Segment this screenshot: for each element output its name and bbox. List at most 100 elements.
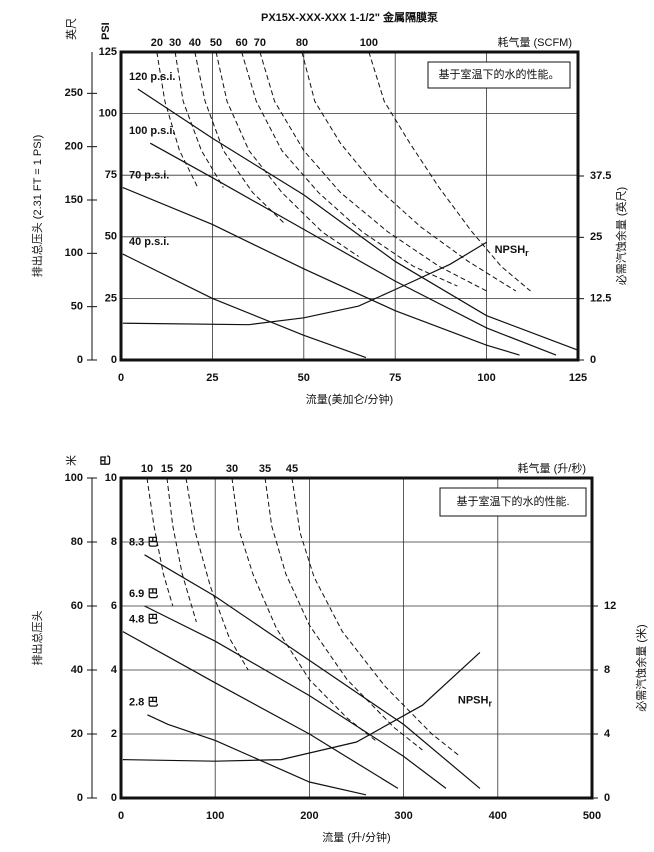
- air-label: 35: [259, 463, 271, 475]
- note: 基于室温下的水的性能.: [456, 494, 569, 508]
- y-tick-label: 50: [105, 231, 117, 243]
- outer-tick-label: 0: [77, 354, 83, 366]
- plot-frame: [119, 476, 594, 800]
- air-label: 100: [360, 37, 378, 49]
- y-tick-label: 6: [111, 600, 117, 612]
- air-curve: [264, 477, 423, 751]
- outer-tick-label: 20: [71, 728, 83, 740]
- outer-tick-label: 100: [65, 247, 83, 259]
- air-curve: [166, 477, 197, 623]
- air-label: 30: [226, 463, 238, 475]
- air-curve: [174, 51, 224, 188]
- outer-unit: 英尺: [64, 18, 78, 40]
- curve: [147, 714, 367, 796]
- y2-tick-label: 4: [604, 728, 611, 740]
- y2-axis-label: 必需汽蚀余量 (英尺): [614, 187, 628, 285]
- series-label: 40 p.s.i.: [129, 236, 169, 248]
- air-curve: [291, 477, 461, 757]
- series-label: 8.3 巴: [129, 536, 158, 549]
- air-label: 50: [210, 37, 222, 49]
- x-tick-label: 300: [394, 810, 412, 822]
- series-label-main: NPSH: [495, 244, 526, 256]
- x-axis-label: 流量 (升/分钟): [322, 830, 390, 844]
- air-curve: [146, 477, 174, 607]
- plot-frame: [119, 50, 580, 362]
- y-axis-label: 排出总压头 (2.31 FT = 1 PSI): [30, 135, 44, 278]
- y-tick-label: 100: [99, 108, 117, 120]
- outer-tick-label: 250: [65, 87, 83, 99]
- air-curve: [231, 477, 376, 741]
- y-tick-label: 125: [99, 46, 117, 58]
- y2-tick-label: 0: [590, 354, 596, 366]
- note: 基于室温下的水的性能。: [439, 67, 560, 81]
- y2-tick-label: 25: [590, 231, 602, 243]
- curve: [122, 186, 520, 356]
- x-tick-label: 75: [389, 372, 401, 384]
- series-label-sub: r: [488, 699, 492, 709]
- series-label: 4.8 巴: [129, 613, 158, 626]
- outer-tick-label: 100: [65, 472, 83, 484]
- air-label: 80: [296, 37, 308, 49]
- air-axis-label: 耗气量 (SCFM): [497, 35, 572, 49]
- y-unit: 巴: [99, 455, 112, 466]
- series-label: NPSHr: [458, 694, 493, 708]
- air-label: 20: [151, 37, 163, 49]
- y2-tick-label: 8: [604, 664, 610, 676]
- x-tick-label: 125: [569, 372, 587, 384]
- x-axis-label: 流量(美加仑/分钟): [306, 392, 393, 406]
- y-tick-label: 2: [111, 728, 117, 740]
- series-label: 2.8 巴: [129, 696, 158, 709]
- x-tick-label: 200: [300, 810, 318, 822]
- note-box: [427, 61, 571, 89]
- y-axis-label: 排出总压头: [30, 611, 44, 666]
- x-tick-label: 25: [206, 372, 218, 384]
- air-curve: [185, 477, 249, 671]
- outer-tick-label: 0: [77, 792, 83, 804]
- outer-tick-label: 200: [65, 141, 83, 153]
- air-label: 10: [141, 463, 153, 475]
- air-curve: [301, 51, 517, 292]
- air-label: 15: [161, 463, 173, 475]
- y2-tick-label: 12.5: [590, 293, 611, 305]
- x-tick-label: 0: [118, 810, 124, 822]
- series-label: NPSHr: [495, 244, 530, 258]
- air-label: 40: [189, 37, 201, 49]
- series-label-main: NPSH: [458, 694, 489, 706]
- y-tick-label: 0: [111, 792, 117, 804]
- curve: [137, 88, 579, 351]
- y2-axis-label: 必需汽蚀余量 (米): [634, 624, 648, 711]
- outer-tick-label: 80: [71, 536, 83, 548]
- curve: [144, 605, 447, 789]
- note-box: [439, 487, 587, 517]
- x-tick-label: 400: [489, 810, 507, 822]
- y-tick-label: 8: [111, 536, 117, 548]
- air-curve: [194, 51, 286, 225]
- outer-tick-label: 50: [71, 301, 83, 313]
- y-unit: PSI: [100, 22, 112, 40]
- y2-tick-label: 12: [604, 600, 616, 612]
- series-label: 120 p.s.i.: [129, 71, 175, 83]
- air-label: 30: [169, 37, 181, 49]
- outer-tick-label: 60: [71, 600, 83, 612]
- x-tick-label: 500: [583, 810, 601, 822]
- air-curve: [241, 51, 458, 287]
- curve: [122, 253, 367, 359]
- series-label: 6.9 巴: [129, 587, 158, 600]
- curve: [122, 651, 481, 762]
- y2-tick-label: 0: [604, 792, 610, 804]
- air-curve: [259, 51, 487, 292]
- y-tick-label: 10: [105, 472, 117, 484]
- air-curve: [368, 51, 531, 292]
- x-tick-label: 0: [118, 372, 124, 384]
- air-curve: [156, 51, 199, 188]
- x-tick-label: 100: [206, 810, 224, 822]
- chart-title: PX15X-XXX-XXX 1-1/2" 金属隔膜泵: [261, 10, 438, 24]
- y-tick-label: 75: [105, 169, 117, 181]
- y-tick-label: 25: [105, 292, 117, 304]
- air-label: 70: [254, 37, 266, 49]
- outer-unit: 米: [65, 455, 78, 466]
- air-axis-label: 耗气量 (升/秒): [518, 461, 586, 475]
- outer-tick-label: 150: [65, 194, 83, 206]
